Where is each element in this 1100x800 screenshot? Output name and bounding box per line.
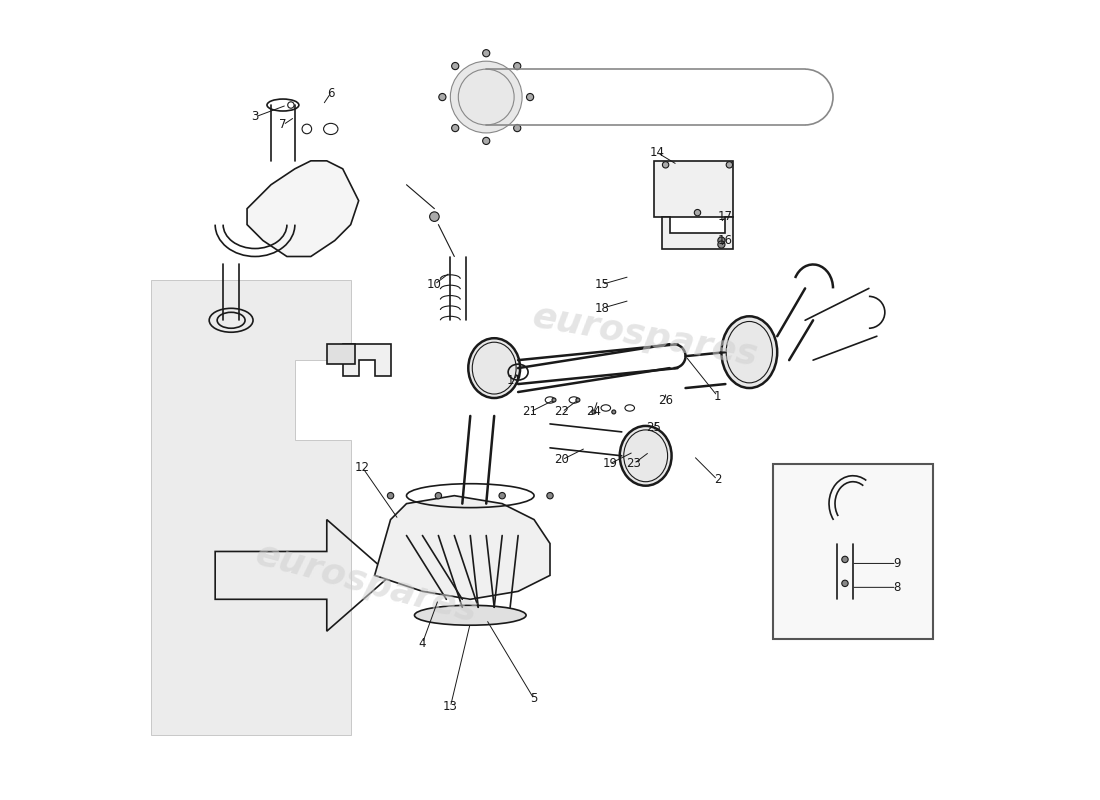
Text: 19: 19 bbox=[603, 458, 617, 470]
Text: 1: 1 bbox=[714, 390, 722, 402]
Ellipse shape bbox=[694, 210, 701, 216]
Text: 20: 20 bbox=[554, 454, 570, 466]
Text: 23: 23 bbox=[626, 458, 641, 470]
Ellipse shape bbox=[387, 493, 394, 499]
Text: 25: 25 bbox=[646, 422, 661, 434]
Text: 2: 2 bbox=[714, 474, 722, 486]
Ellipse shape bbox=[726, 162, 733, 168]
Text: 7: 7 bbox=[279, 118, 287, 131]
Ellipse shape bbox=[662, 162, 669, 168]
Ellipse shape bbox=[450, 61, 522, 133]
Text: 9: 9 bbox=[893, 557, 901, 570]
Text: 15: 15 bbox=[594, 278, 609, 291]
Text: 26: 26 bbox=[658, 394, 673, 406]
Ellipse shape bbox=[452, 125, 459, 132]
Text: 14: 14 bbox=[650, 146, 666, 159]
Ellipse shape bbox=[576, 398, 580, 402]
Ellipse shape bbox=[552, 398, 556, 402]
Ellipse shape bbox=[722, 316, 778, 388]
Text: 5: 5 bbox=[530, 693, 538, 706]
Text: 16: 16 bbox=[718, 234, 733, 247]
Text: 13: 13 bbox=[443, 701, 458, 714]
Ellipse shape bbox=[718, 241, 725, 248]
Ellipse shape bbox=[612, 410, 616, 414]
Text: 4: 4 bbox=[419, 637, 426, 650]
Polygon shape bbox=[375, 496, 550, 599]
Ellipse shape bbox=[483, 138, 490, 145]
Ellipse shape bbox=[439, 94, 446, 101]
Text: 22: 22 bbox=[554, 406, 570, 418]
Ellipse shape bbox=[842, 580, 848, 586]
Text: 12: 12 bbox=[355, 462, 371, 474]
Polygon shape bbox=[152, 281, 351, 735]
Ellipse shape bbox=[592, 410, 596, 414]
Ellipse shape bbox=[514, 62, 520, 70]
Polygon shape bbox=[248, 161, 359, 257]
Ellipse shape bbox=[483, 50, 490, 57]
Text: eurospares: eurospares bbox=[530, 300, 761, 373]
Text: 24: 24 bbox=[586, 406, 602, 418]
Ellipse shape bbox=[499, 493, 505, 499]
Ellipse shape bbox=[452, 62, 459, 70]
Ellipse shape bbox=[514, 125, 520, 132]
Ellipse shape bbox=[718, 237, 725, 244]
Bar bbox=[653, 161, 734, 217]
Text: eurospares: eurospares bbox=[252, 538, 482, 630]
Polygon shape bbox=[343, 344, 390, 376]
Bar bbox=[327, 344, 354, 364]
Ellipse shape bbox=[547, 493, 553, 499]
Polygon shape bbox=[661, 217, 734, 249]
Ellipse shape bbox=[527, 94, 534, 101]
Bar bbox=[773, 464, 933, 639]
Ellipse shape bbox=[415, 606, 526, 626]
Text: 10: 10 bbox=[427, 278, 442, 291]
Text: 11: 11 bbox=[507, 374, 521, 386]
Text: 17: 17 bbox=[718, 210, 733, 223]
Ellipse shape bbox=[430, 212, 439, 222]
Text: 18: 18 bbox=[594, 302, 609, 315]
Text: 6: 6 bbox=[327, 86, 334, 99]
Ellipse shape bbox=[619, 426, 672, 486]
Text: 21: 21 bbox=[522, 406, 538, 418]
Ellipse shape bbox=[436, 493, 441, 499]
Text: 3: 3 bbox=[251, 110, 258, 123]
Ellipse shape bbox=[842, 556, 848, 562]
Ellipse shape bbox=[469, 338, 520, 398]
Text: 8: 8 bbox=[893, 581, 901, 594]
